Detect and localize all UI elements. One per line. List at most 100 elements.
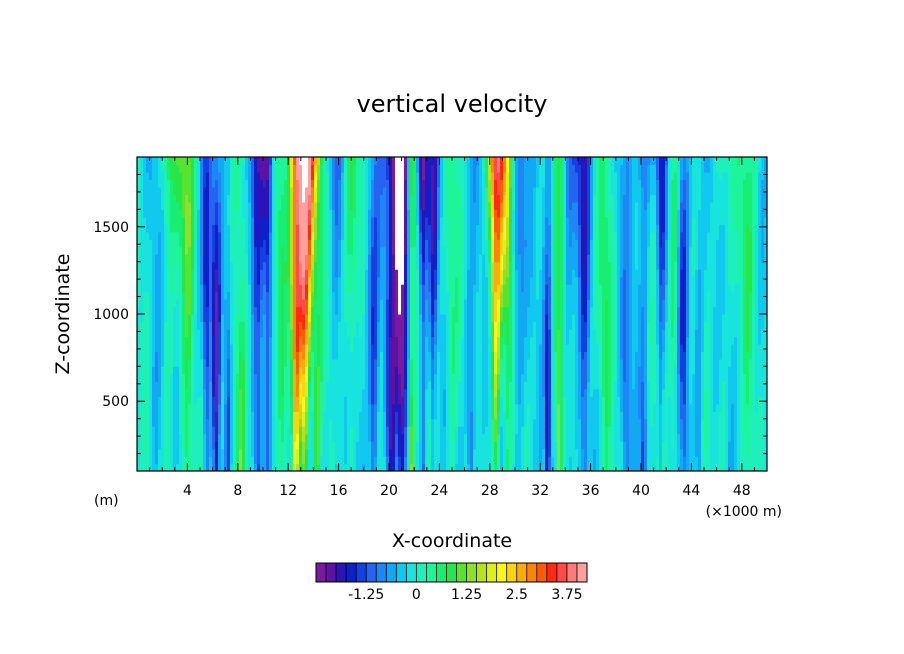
field-cell: [740, 411, 744, 420]
field-cell: [347, 388, 351, 397]
field-cell: [275, 418, 279, 427]
field-cell: [215, 463, 219, 471]
field-cell: [146, 373, 150, 382]
field-cell: [554, 463, 558, 471]
field-cell: [335, 448, 339, 457]
field-cell: [467, 358, 471, 367]
field-cell: [200, 448, 204, 457]
field-cell: [422, 448, 426, 457]
field-cell: [620, 441, 624, 450]
field-cell: [155, 336, 159, 345]
field-cell: [185, 448, 189, 457]
field-cell: [365, 381, 369, 390]
field-cell: [512, 291, 516, 300]
field-cell: [662, 441, 666, 450]
field-cell: [695, 441, 699, 450]
field-cell: [713, 418, 717, 427]
field-cell: [479, 463, 483, 471]
field-cell: [749, 426, 753, 435]
field-cell: [257, 358, 261, 367]
field-cell: [566, 448, 570, 457]
field-cell: [710, 448, 714, 457]
field-cell: [725, 321, 729, 330]
field-cell: [659, 388, 663, 397]
field-cell: [203, 291, 207, 300]
field-cell: [455, 321, 459, 330]
field-cell: [596, 418, 600, 427]
field-cell: [404, 456, 408, 465]
field-cell: [539, 448, 543, 457]
field-cell: [509, 456, 513, 465]
field-cell: [461, 448, 465, 457]
field-cell: [386, 373, 390, 382]
field-cell: [407, 291, 411, 300]
field-cell: [668, 299, 672, 308]
field-cell: [140, 343, 144, 352]
field-cell: [371, 426, 375, 435]
field-cell: [359, 343, 363, 352]
field-cell: [479, 381, 483, 390]
field-cell: [146, 381, 150, 390]
field-cell: [434, 426, 438, 435]
field-cell: [221, 328, 225, 338]
field-cell: [506, 306, 510, 315]
field-cell: [635, 366, 639, 375]
field-cell: [269, 448, 273, 457]
field-cell: [434, 291, 438, 300]
field-cell: [302, 314, 306, 323]
field-cell: [656, 328, 660, 338]
field-cell: [635, 403, 639, 412]
field-cell: [248, 351, 252, 360]
field-cell: [725, 411, 729, 420]
field-cell: [563, 343, 567, 352]
field-cell: [326, 351, 330, 360]
field-cell: [365, 291, 369, 300]
field-cell: [407, 366, 411, 375]
field-cell: [176, 396, 180, 405]
field-cell: [239, 366, 243, 375]
field-cell: [311, 441, 315, 450]
field-cell: [374, 373, 378, 382]
field-cell: [701, 426, 705, 435]
field-cell: [638, 343, 642, 352]
field-cell: [359, 381, 363, 390]
field-cell: [488, 373, 492, 382]
field-cell: [278, 358, 282, 367]
field-cell: [686, 426, 690, 435]
field-cell: [572, 366, 576, 375]
field-cell: [455, 448, 459, 457]
field-cell: [446, 336, 450, 345]
field-cell: [698, 314, 702, 323]
field-cell: [143, 351, 147, 360]
field-cell: [395, 381, 399, 390]
field-cell: [386, 306, 390, 315]
field-cell: [611, 403, 615, 412]
field-cell: [545, 426, 549, 435]
field-cell: [341, 351, 345, 360]
field-cell: [224, 463, 228, 471]
field-cell: [431, 388, 435, 397]
field-cell: [206, 426, 210, 435]
field-cell: [677, 299, 681, 308]
field-cell: [140, 299, 144, 308]
field-cell: [347, 373, 351, 382]
field-cell: [314, 306, 318, 315]
field-cell: [284, 373, 288, 382]
field-cell: [353, 306, 357, 315]
field-cell: [707, 433, 711, 442]
field-cell: [173, 403, 177, 412]
field-cell: [215, 358, 219, 367]
field-cell: [371, 366, 375, 375]
field-cell: [410, 418, 414, 427]
field-cell: [395, 343, 399, 352]
field-cell: [455, 291, 459, 300]
field-cell: [530, 321, 534, 330]
field-cell: [368, 388, 372, 397]
field-cell: [143, 411, 147, 420]
field-cell: [278, 448, 282, 457]
field-cell: [716, 388, 720, 397]
field-cell: [149, 299, 153, 308]
field-cell: [755, 411, 759, 420]
field-cell: [392, 336, 396, 345]
field-cell: [539, 314, 543, 323]
